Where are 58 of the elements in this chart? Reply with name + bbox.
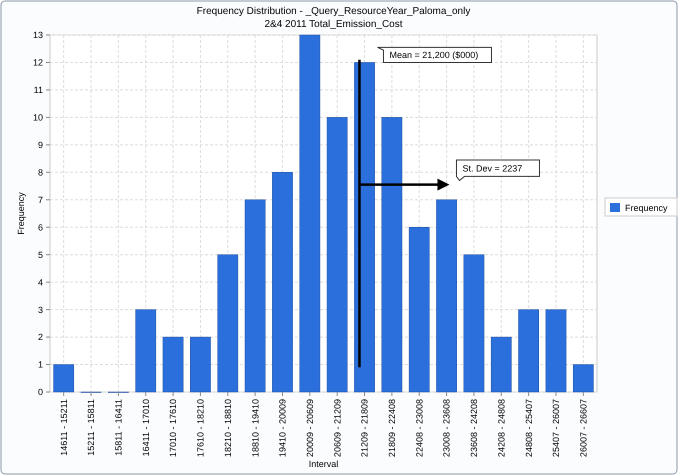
annotation: St. Dev = 2237 xyxy=(462,163,522,174)
ref-line-label: Mean = 21,200 ($000) xyxy=(389,50,478,60)
bar xyxy=(436,200,457,392)
bar xyxy=(135,309,156,392)
y-tick-label: 7 xyxy=(38,194,43,205)
y-tick-label: 4 xyxy=(38,277,43,288)
x-tick-label: 19410 - 20009 xyxy=(278,399,288,458)
y-tick-label: 11 xyxy=(34,85,43,96)
y-axis-title: Frequency xyxy=(16,192,26,235)
x-tick-label: 15211 - 15811 xyxy=(86,399,96,456)
bar xyxy=(464,254,484,392)
x-tick-label: 21809 - 22408 xyxy=(387,399,398,458)
bar xyxy=(490,336,512,392)
legend-label: Frequency xyxy=(625,203,668,214)
y-tick-label: 9 xyxy=(38,140,43,150)
y-tick-label: 8 xyxy=(38,167,43,178)
y-tick-label: 3 xyxy=(38,304,43,315)
bar xyxy=(162,336,184,392)
y-tick-label: 0 xyxy=(38,387,43,398)
y-tick-label: 12 xyxy=(32,58,43,68)
x-tick-label: 18810 - 19410 xyxy=(250,399,260,458)
x-tick-label: 14611 - 15211 xyxy=(58,399,69,456)
bar xyxy=(572,364,594,392)
x-tick-label: 26007 - 26607 xyxy=(578,399,588,458)
y-tick-label: 10 xyxy=(32,112,43,123)
chart-title: Frequency Distribution - _Query_ResourceYear_Paloma_only xyxy=(196,6,470,17)
x-tick-label: 25407 - 26007 xyxy=(551,399,562,458)
x-tick-label: 24808 - 25407 xyxy=(524,399,534,458)
chart-subtitle: 2&4 2011 Total_Emission_Cost xyxy=(264,19,403,30)
x-tick-label: 20009 - 20609 xyxy=(304,399,315,458)
x-tick-label: 15811 - 16411 xyxy=(114,399,124,456)
x-tick-label: 23008 - 23608 xyxy=(442,399,452,458)
y-tick-label: 1 xyxy=(38,360,43,370)
bar xyxy=(272,172,293,392)
x-tick-label: 24208 - 24808 xyxy=(496,399,506,458)
bar xyxy=(382,117,402,392)
y-tick-label: 13 xyxy=(32,30,43,40)
x-tick-label: 17610 - 18210 xyxy=(196,399,206,458)
x-tick-label: 17010 - 17610 xyxy=(168,399,178,458)
bar xyxy=(244,200,266,392)
y-tick-label: 5 xyxy=(38,250,43,260)
bar xyxy=(546,309,566,392)
x-axis-title: Interval xyxy=(308,459,338,469)
bar xyxy=(518,309,539,392)
bar xyxy=(299,34,320,392)
bar xyxy=(190,336,211,392)
y-tick-label: 2 xyxy=(38,332,43,342)
bar xyxy=(53,364,74,392)
bar xyxy=(326,117,348,392)
y-tick-label: 6 xyxy=(38,222,43,232)
bar xyxy=(217,254,238,392)
x-tick-label: 18210 - 18810 xyxy=(222,399,233,458)
bar xyxy=(408,226,430,392)
x-tick-label: 16411 - 17010 xyxy=(140,399,151,456)
x-tick-label: 23608 - 24208 xyxy=(469,399,480,458)
x-tick-label: 20609 - 21209 xyxy=(332,399,342,458)
x-tick-label: 21209 - 21809 xyxy=(360,399,370,458)
x-tick-label: 22408 - 23008 xyxy=(414,399,424,458)
